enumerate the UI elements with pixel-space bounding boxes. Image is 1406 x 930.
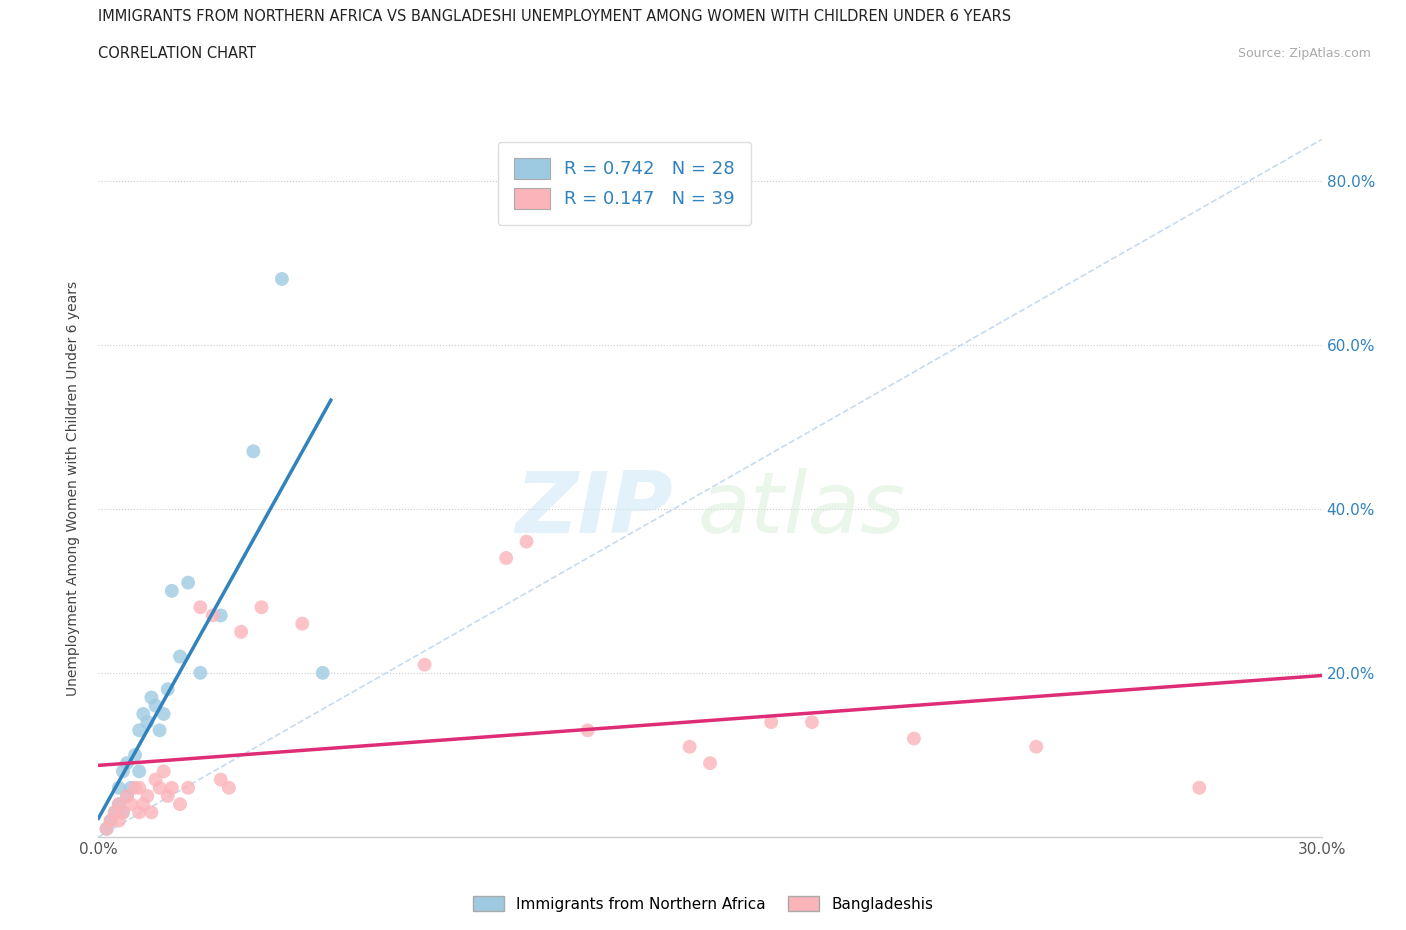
- Point: [115, 789, 138, 804]
- Point: [96, 821, 118, 836]
- Point: [576, 723, 599, 737]
- Point: [201, 608, 224, 623]
- Point: [141, 690, 163, 705]
- Point: [100, 813, 122, 828]
- Point: [152, 764, 174, 778]
- Point: [801, 714, 824, 729]
- Point: [124, 748, 146, 763]
- Point: [188, 600, 212, 615]
- Point: [761, 714, 783, 729]
- Point: [145, 698, 167, 713]
- Point: [270, 272, 294, 286]
- Point: [291, 617, 314, 631]
- Point: [679, 739, 702, 754]
- Point: [128, 805, 150, 820]
- Point: [516, 534, 538, 549]
- Point: [903, 731, 925, 746]
- Point: [149, 780, 172, 795]
- Point: [96, 821, 118, 836]
- Point: [250, 600, 273, 615]
- Point: [108, 797, 131, 812]
- Point: [242, 444, 264, 458]
- Point: [209, 608, 232, 623]
- Text: atlas: atlas: [697, 468, 905, 551]
- Point: [124, 780, 146, 795]
- Text: IMMIGRANTS FROM NORTHERN AFRICA VS BANGLADESHI UNEMPLOYMENT AMONG WOMEN WITH CHI: IMMIGRANTS FROM NORTHERN AFRICA VS BANGL…: [98, 9, 1011, 24]
- Point: [312, 666, 335, 681]
- Point: [108, 780, 131, 795]
- Point: [152, 707, 174, 722]
- Point: [495, 551, 517, 565]
- Point: [136, 789, 159, 804]
- Point: [128, 764, 150, 778]
- Legend: Immigrants from Northern Africa, Bangladeshis: Immigrants from Northern Africa, Banglad…: [467, 889, 939, 918]
- Point: [145, 772, 167, 787]
- Point: [104, 805, 127, 820]
- Point: [209, 772, 232, 787]
- Point: [128, 780, 150, 795]
- Point: [136, 714, 159, 729]
- Point: [108, 813, 131, 828]
- Point: [100, 813, 122, 828]
- Point: [699, 756, 721, 771]
- Point: [108, 797, 131, 812]
- Point: [111, 764, 134, 778]
- Point: [156, 682, 179, 697]
- Text: CORRELATION CHART: CORRELATION CHART: [98, 46, 256, 61]
- Point: [169, 649, 191, 664]
- Point: [177, 780, 200, 795]
- Point: [188, 666, 212, 681]
- Point: [132, 707, 155, 722]
- Point: [141, 805, 163, 820]
- Point: [413, 658, 436, 672]
- Text: Source: ZipAtlas.com: Source: ZipAtlas.com: [1237, 46, 1371, 60]
- Point: [160, 583, 183, 598]
- Point: [104, 805, 127, 820]
- Point: [231, 624, 253, 639]
- Point: [149, 723, 172, 737]
- Point: [115, 789, 138, 804]
- Point: [177, 575, 200, 590]
- Point: [111, 805, 134, 820]
- Point: [120, 797, 142, 812]
- Point: [156, 789, 179, 804]
- Point: [1188, 780, 1211, 795]
- Point: [115, 756, 138, 771]
- Point: [1025, 739, 1047, 754]
- Point: [218, 780, 240, 795]
- Point: [160, 780, 183, 795]
- Point: [111, 805, 134, 820]
- Text: ZIP: ZIP: [516, 468, 673, 551]
- Y-axis label: Unemployment Among Women with Children Under 6 years: Unemployment Among Women with Children U…: [66, 281, 80, 696]
- Point: [169, 797, 191, 812]
- Point: [120, 780, 142, 795]
- Point: [128, 723, 150, 737]
- Legend: R = 0.742   N = 28, R = 0.147   N = 39: R = 0.742 N = 28, R = 0.147 N = 39: [498, 141, 751, 225]
- Point: [132, 797, 155, 812]
